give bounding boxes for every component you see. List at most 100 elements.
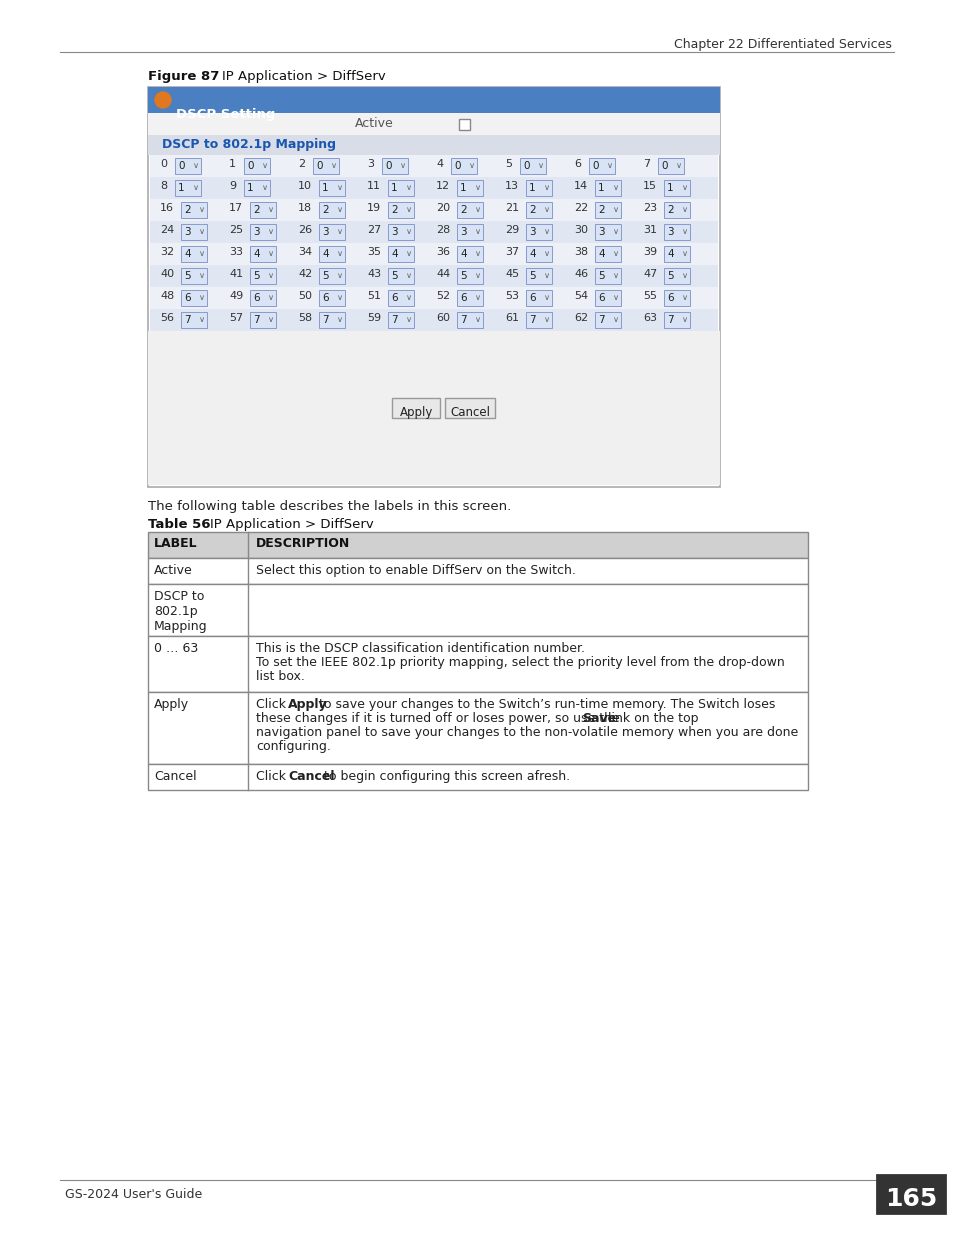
Text: 7: 7 [598,315,604,325]
Text: 4: 4 [598,249,604,259]
Text: 2: 2 [391,205,397,215]
Text: 2: 2 [253,205,259,215]
Text: Cancel: Cancel [153,769,196,783]
Text: 17: 17 [229,203,243,212]
Text: ∨: ∨ [543,272,550,280]
Text: 4: 4 [322,249,328,259]
Bar [250,290,275,306]
Text: ∨: ∨ [331,162,336,170]
Bar [250,203,275,219]
Text: configuring.: configuring. [255,740,331,753]
Bar [150,243,718,266]
Text: 62: 62 [574,312,587,324]
Text: 0: 0 [315,161,322,170]
Bar [148,584,807,636]
Bar [244,158,270,174]
Bar [456,312,482,329]
Text: 57: 57 [229,312,243,324]
Text: ∨: ∨ [543,315,550,325]
Text: ∨: ∨ [406,294,412,303]
Text: 19: 19 [367,203,381,212]
Bar [663,203,689,219]
Bar [250,224,275,240]
Text: 3: 3 [184,227,191,237]
Text: 0: 0 [522,161,529,170]
Text: 55: 55 [642,291,657,301]
Text: GS-2024 User's Guide: GS-2024 User's Guide [65,1188,202,1200]
Bar [148,764,807,790]
Text: ∨: ∨ [406,315,412,325]
Text: ∨: ∨ [475,249,480,258]
Text: ∨: ∨ [193,184,199,193]
Bar [313,158,338,174]
Bar [388,224,414,240]
Text: 7: 7 [322,315,328,325]
Text: 42: 42 [297,269,312,279]
Bar [148,558,807,584]
Bar [388,246,414,262]
Bar [595,290,620,306]
Text: ∨: ∨ [268,205,274,215]
Bar [148,86,720,487]
Text: 0: 0 [660,161,667,170]
Bar [392,398,440,417]
Text: 3: 3 [666,227,673,237]
Text: 3: 3 [253,227,259,237]
Text: 4: 4 [391,249,397,259]
Text: 1: 1 [459,183,466,193]
Bar [318,203,345,219]
Text: ∨: ∨ [268,227,274,236]
Text: 0: 0 [178,161,184,170]
Text: 20: 20 [436,203,450,212]
Text: ∨: ∨ [606,162,613,170]
Text: 4: 4 [666,249,673,259]
Text: 16: 16 [160,203,173,212]
Bar [445,398,495,417]
Bar [150,309,718,331]
Text: 28: 28 [436,225,450,235]
Text: DSCP Setting: DSCP Setting [175,107,275,121]
Text: 51: 51 [367,291,380,301]
Text: LABEL: LABEL [153,537,197,550]
Text: 10: 10 [297,182,312,191]
Text: ∨: ∨ [336,272,343,280]
Text: ∨: ∨ [613,249,618,258]
Text: ∨: ∨ [613,227,618,236]
Bar [148,636,807,692]
Text: 0 … 63: 0 … 63 [153,642,198,655]
Text: 52: 52 [436,291,450,301]
Text: ∨: ∨ [406,205,412,215]
Text: ∨: ∨ [475,272,480,280]
Text: 43: 43 [367,269,381,279]
Text: 5: 5 [322,270,328,282]
Text: 1: 1 [598,183,604,193]
Bar [148,692,807,764]
Text: 3: 3 [391,227,397,237]
Text: ∨: ∨ [676,162,681,170]
Text: 36: 36 [436,247,450,257]
Text: Select this option to enable DiffServ on the Switch.: Select this option to enable DiffServ on… [255,564,576,577]
Bar [525,312,552,329]
Text: 3: 3 [598,227,604,237]
Text: 41: 41 [229,269,243,279]
Text: ∨: ∨ [613,272,618,280]
Bar [388,180,414,196]
Text: ∨: ∨ [199,227,205,236]
Text: 3: 3 [322,227,328,237]
Bar [148,86,720,112]
Text: ∨: ∨ [199,294,205,303]
Bar [663,268,689,284]
Text: 33: 33 [229,247,243,257]
Text: 165: 165 [884,1187,936,1212]
Text: ∨: ∨ [268,315,274,325]
Text: these changes if it is turned off or loses power, so use the: these changes if it is turned off or los… [255,713,623,725]
Text: 30: 30 [574,225,587,235]
Bar [595,246,620,262]
Bar [174,180,201,196]
Text: 34: 34 [297,247,312,257]
Text: 44: 44 [436,269,450,279]
Text: 3: 3 [367,159,374,169]
Text: navigation panel to save your changes to the non-volatile memory when you are do: navigation panel to save your changes to… [255,726,798,739]
Bar [244,180,270,196]
Text: to begin configuring this screen afresh.: to begin configuring this screen afresh. [320,769,570,783]
